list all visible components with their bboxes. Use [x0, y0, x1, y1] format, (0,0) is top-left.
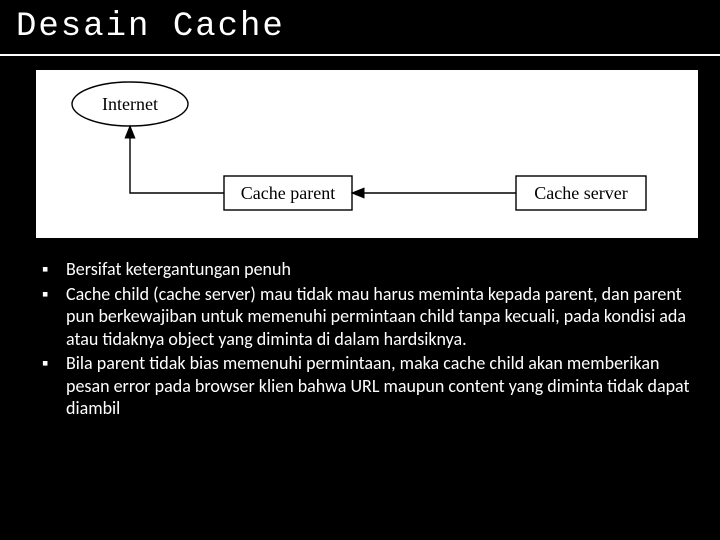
- cache-diagram: Internet Cache parent Cache server: [36, 70, 698, 238]
- node-label-cache_parent: Cache parent: [241, 183, 335, 203]
- bullet-text: Cache child (cache server) mau tidak mau…: [66, 283, 690, 351]
- bullet-marker-icon: ▪: [40, 258, 66, 281]
- slide-title: Desain Cache: [16, 8, 285, 46]
- node-label-internet: Internet: [102, 94, 158, 114]
- node-label-cache_server: Cache server: [534, 183, 627, 203]
- title-underline: [0, 54, 720, 56]
- bullet-marker-icon: ▪: [40, 283, 66, 351]
- bullet-text: Bersifat ketergantungan penuh: [66, 258, 690, 281]
- bullet-text: Bila parent tidak bias memenuhi perminta…: [66, 352, 690, 420]
- bullet-marker-icon: ▪: [40, 352, 66, 420]
- bullet-item: ▪Cache child (cache server) mau tidak ma…: [40, 283, 690, 351]
- bullet-item: ▪Bersifat ketergantungan penuh: [40, 258, 690, 281]
- bullet-list: ▪Bersifat ketergantungan penuh▪Cache chi…: [40, 258, 690, 422]
- edge-0: [130, 126, 224, 193]
- bullet-item: ▪Bila parent tidak bias memenuhi permint…: [40, 352, 690, 420]
- diagram-svg: Internet Cache parent Cache server: [36, 70, 698, 238]
